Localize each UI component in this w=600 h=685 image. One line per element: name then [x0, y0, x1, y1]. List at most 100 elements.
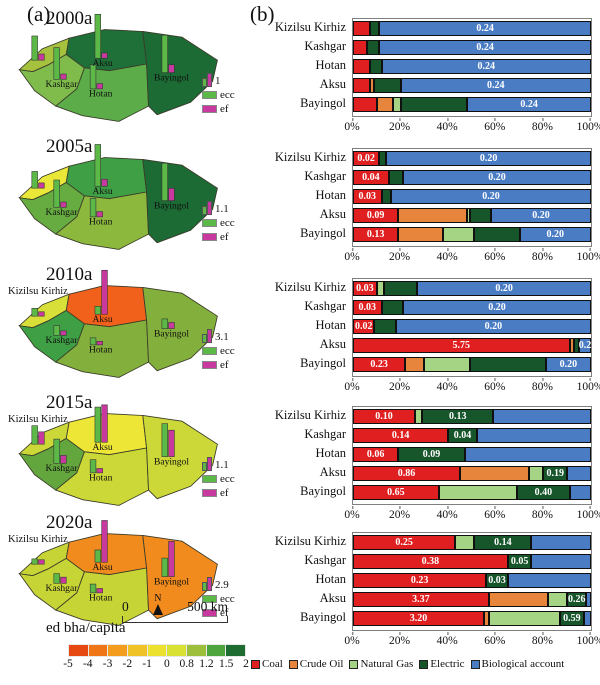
- x-tick-label: 40%: [436, 378, 458, 393]
- x-tick-label: 100%: [577, 248, 600, 263]
- ef-swatch-icon: [202, 609, 217, 617]
- stacked-bar: 0.02 0.20: [353, 151, 591, 166]
- chart-row-label: Aksu: [319, 337, 346, 351]
- bar-segment-biological: 0.24: [400, 78, 591, 93]
- north-label: N: [154, 593, 162, 604]
- stacked-bar: 5.75 0.2: [353, 338, 591, 353]
- legend-ecc-bar-icon: [202, 462, 207, 471]
- map-legend-label-ef: ef: [220, 607, 229, 619]
- bar-segment-coal: 5.75: [353, 338, 570, 353]
- bar-segment-coal: [353, 21, 370, 36]
- map-2000a: 2000a Kashgar Aksu Hotan Bayingol 1 ecc ef: [2, 6, 248, 134]
- map-region-label-aksu: Aksu: [93, 186, 113, 197]
- bar-segment-biological: 0.20: [402, 170, 591, 185]
- panel-b-label: (b): [250, 2, 275, 26]
- chart-plot-area: 0.25 0.14 0.38 0.05 0.23 0.03 3.37 0.26 3.20 0.59: [352, 532, 592, 631]
- bar-segment-biological: 0.24: [467, 97, 591, 112]
- x-tick-label: 40%: [436, 248, 458, 263]
- map-legend: 1 ecc ef: [202, 70, 248, 115]
- map-legend-item-ecc: ecc: [202, 217, 248, 229]
- legend-item-coal: Coal: [251, 658, 283, 670]
- bar-segment-electric: [374, 78, 401, 93]
- colorbar-cell: [147, 644, 168, 657]
- map-bar-ef-hotan: [96, 83, 103, 90]
- ecc-swatch-icon: [202, 91, 217, 99]
- stacked-bar: 0.86 0.19: [353, 466, 591, 481]
- map-bar-ef-kizilsu: [38, 559, 45, 565]
- map-bar-ef-bayingol: [168, 64, 175, 73]
- map-year-label: 2000a: [46, 8, 93, 29]
- legend-ef-bar-icon: [207, 201, 212, 215]
- bar-segment-biological: 0.20: [391, 189, 591, 204]
- map-legend: 1.1 ecc ef: [202, 198, 248, 243]
- map-bar-ef-aksu: [101, 178, 108, 187]
- map-legend-label-ecc: ecc: [220, 217, 235, 229]
- bar-segment-biological: [464, 447, 591, 462]
- map-region-label-aksu: Aksu: [93, 314, 113, 325]
- electric-swatch-icon: [419, 659, 429, 669]
- coal-swatch-icon: [251, 659, 260, 669]
- bar-segment-electric: [469, 357, 546, 372]
- bar-segment-coal: 0.03: [353, 189, 382, 204]
- bar-segment-electric: 0.26: [567, 592, 587, 607]
- bar-segment-coal: 0.65: [353, 485, 439, 500]
- map-2005a: 2005a Kashgar Aksu Hotan Bayingol 1.1 ecc ef: [2, 134, 248, 262]
- stacked-bar: 0.03 0.20: [353, 189, 591, 204]
- stacked-bar-chart-2015a: Kizilsu Kirhiz Kashgar Hotan Aksu Bayingol 0.…: [248, 404, 600, 526]
- map-bar-ecc-hotan: [89, 459, 97, 474]
- bar-segment-coal: 0.04: [353, 170, 389, 185]
- map-bar-ef-hotan: [96, 211, 103, 218]
- map-region-label-bayingol: Bayingol: [154, 328, 189, 339]
- legend-item-biological: Biological account: [470, 658, 564, 670]
- bar-segment-natural_gas: [438, 485, 518, 500]
- map-bar-ecc-kashgar: [53, 325, 60, 336]
- map-legend-scale-value: 1.1: [215, 459, 229, 471]
- map-svg-2000a: Kashgar Aksu Hotan Bayingol: [18, 13, 218, 122]
- legend-ef-bar-icon: [207, 577, 212, 591]
- bar-segment-biological: [586, 592, 591, 607]
- chart-row-label: Hotan: [315, 318, 346, 332]
- map-region-label-bayingol: Bayingol: [154, 72, 189, 83]
- map-region-label-kashgar: Kashgar: [46, 335, 79, 346]
- bar-segment-coal: 3.37: [353, 592, 489, 607]
- bar-segment-crude_oil: [398, 227, 444, 242]
- colorbar-cell: [206, 644, 227, 657]
- colorbar: -5 -4 -3 -2 -1 0 0.8 1.2 1.5 2: [63, 644, 249, 672]
- map-shape: Kashgar Aksu Hotan Bayingol: [6, 520, 226, 634]
- scalebar-zero-label: 0: [122, 599, 129, 614]
- bar-segment-electric: 0.40: [517, 485, 570, 500]
- map-region-label-kizilsu: Kizilsu Kirhiz: [8, 414, 68, 425]
- x-axis: 0% 20% 40% 60% 80% 100%: [344, 118, 600, 134]
- bar-segment-coal: 0.23: [353, 357, 406, 372]
- map-legend-item-ecc: ecc: [202, 593, 248, 605]
- map-region-bayingol: [142, 414, 218, 500]
- bar-segment-natural_gas: [393, 97, 401, 112]
- map-bar-ef-aksu: [101, 269, 108, 315]
- bar-segment-biological: [476, 428, 591, 443]
- chart-row-label: Hotan: [315, 188, 346, 202]
- chart-plot-area: 0.10 0.13 0.14 0.04 0.06 0.09 0.86 0.19 0.65 0.40: [352, 406, 592, 505]
- legend-label-crude_oil: Crude Oil: [299, 658, 344, 670]
- bar-segment-natural_gas: [455, 535, 475, 550]
- chart-row-label: Aksu: [319, 591, 346, 605]
- bar-segment-crude_oil: [405, 357, 425, 372]
- map-legend: 3.1 ecc ef: [202, 326, 248, 371]
- stacked-bar: 0.24: [353, 78, 591, 93]
- stacked-bar: 0.38 0.05: [353, 554, 591, 569]
- bar-segment-biological: 0.20: [386, 151, 591, 166]
- bar-segment-natural_gas: [443, 227, 475, 242]
- bar-segment-electric: 0.09: [398, 447, 465, 462]
- bar-segment-biological: 0.20: [519, 227, 591, 242]
- bar-segment-electric: 0.59: [560, 611, 584, 626]
- map-svg-2020a: Kashgar Aksu Hotan Bayingol: [18, 520, 218, 626]
- ef-swatch-icon: [202, 105, 217, 113]
- bar-segment-coal: 0.06: [353, 447, 399, 462]
- chart-row-label: Kashgar: [304, 299, 346, 313]
- map-region-label-hotan: Hotan: [89, 593, 113, 604]
- chart-row-label: Kashgar: [304, 39, 346, 53]
- legend-ef-bar-icon: [207, 73, 212, 87]
- map-legend-label-ef: ef: [220, 231, 229, 243]
- stacked-bar-chart-2000a: Kizilsu Kirhiz Kashgar Hotan Aksu Bayingol 0.…: [248, 16, 600, 138]
- chart-plot-area: 0.03 0.20 0.03 0.20 0.02 0.20 5.75 0.2 0.23 0.20: [352, 278, 592, 377]
- chart-row-label: Hotan: [315, 58, 346, 72]
